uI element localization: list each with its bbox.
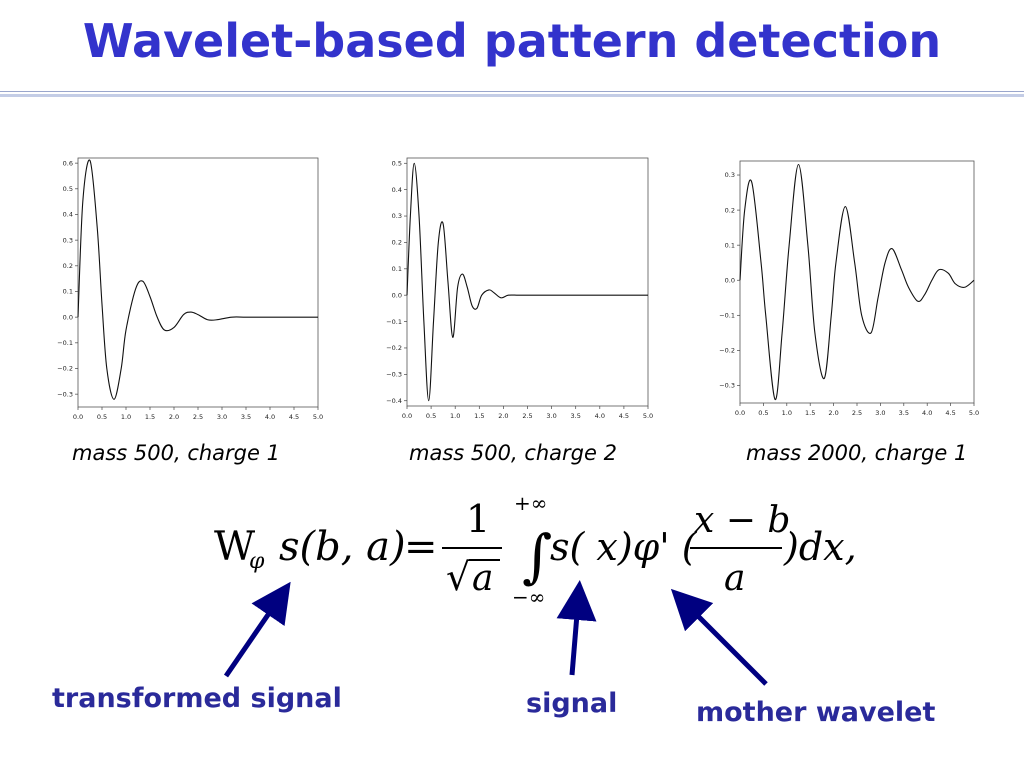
x-tick-label: 4.0: [922, 409, 932, 417]
x-tick-label: 1.0: [450, 412, 460, 420]
x-tick-label: 4.5: [619, 412, 629, 420]
signal-curve: [406, 162, 648, 402]
y-tick-label: −0.3: [386, 371, 402, 379]
y-tick-label: 0.3: [63, 236, 73, 244]
y-tick-label: 0.3: [725, 171, 735, 179]
title-divider: [0, 91, 1024, 92]
y-tick-label: 0.4: [392, 186, 402, 194]
formula-inner-denominator: a: [724, 558, 745, 599]
y-tick-label: 0.5: [392, 159, 402, 167]
plot-1-svg: 0.6 0.5 0.4 0.3 0.2 0.1 0.0 −0.1 −0.2 −0.3 0.0 0.5 1…: [57, 157, 323, 421]
x-tick-label: 0.5: [426, 412, 436, 420]
arrow-mother-wavelet: [670, 588, 768, 686]
y-tick-label: −0.1: [719, 312, 735, 320]
x-tick-label: 1.0: [121, 413, 131, 421]
x-tick-label: 4.5: [945, 409, 955, 417]
formula-lhs-subscript: φ: [249, 549, 265, 574]
x-tick-label: 2.5: [522, 412, 532, 420]
formula-frac-numerator: 1: [466, 497, 490, 541]
y-tick-label: 0.1: [725, 241, 735, 249]
label-signal: signal: [526, 688, 618, 719]
formula-equals: =: [404, 524, 438, 570]
plot-mass2000-charge1: 0.3 0.2 0.1 0.0 −0.1 −0.2 −0.3 0.0 0.5 1.0 1.5 2.0 2…: [705, 155, 995, 429]
x-tick-label: 0.0: [73, 413, 83, 421]
y-tick-label: 0.5: [63, 185, 73, 193]
plot-2-svg: 0.50.40.30.20.10.0−0.1−0.2−0.3−0.40.0 0.5…: [386, 157, 653, 420]
y-tick-label: 0.1: [392, 265, 402, 273]
x-tick-label: 5.0: [969, 409, 979, 417]
formula-lhs: W: [214, 524, 255, 570]
label-mother-wavelet: mother wavelet: [696, 697, 936, 728]
formula-int-lower: −∞: [512, 585, 545, 609]
plot-mass500-charge2: 0.5 0.4 0.3 0.2 0.1 0.0 −0.1 −0.2 −0.3 −0.4 0.0 0.5…: [370, 150, 660, 429]
x-tick-label: 3.0: [546, 412, 556, 420]
x-tick-label: 1.5: [145, 413, 155, 421]
plot-frame: [406, 157, 649, 407]
formula-int-upper: +∞: [514, 491, 547, 515]
title-divider-shadow: [0, 94, 1024, 97]
y-tick-label: −0.2: [386, 344, 402, 352]
x-tick-label: 4.0: [595, 412, 605, 420]
formula-inner-numerator: x − b: [694, 500, 790, 541]
x-tick-label: 2.5: [852, 409, 862, 417]
y-tick-label: 0.2: [392, 239, 402, 247]
signal-curve: [77, 159, 318, 400]
x-tick-label: 4.5: [289, 413, 299, 421]
y-tick-label: 0.0: [63, 313, 73, 321]
y-tick-label: 0.0: [392, 291, 402, 299]
x-tick-label: 0.0: [402, 412, 412, 420]
x-tick-label: 1.0: [782, 409, 792, 417]
y-tick-label: −0.3: [57, 390, 73, 398]
x-tick-label: 5.0: [643, 412, 653, 420]
x-tick-label: 5.0: [313, 413, 323, 421]
formula-frac-denominator: a: [472, 558, 493, 599]
y-tick-label: 0.6: [63, 159, 73, 167]
x-tick-label: 3.5: [571, 412, 581, 420]
y-tick-label: −0.2: [719, 347, 735, 355]
y-tick-label: 0.2: [725, 206, 735, 214]
label-transformed-signal: transformed signal: [52, 683, 342, 714]
y-tick-label: 0.0: [725, 276, 735, 284]
plot-mass500-charge1: 0.6 0.5 0.4 0.3 0.2 0.1 0.0 −0.1 −0.2 −0.3 0.0 0.5 1…: [50, 150, 340, 429]
y-tick-label: 0.4: [63, 211, 73, 219]
y-tick-label: −0.3: [719, 382, 735, 390]
x-tick-label: 0.5: [758, 409, 768, 417]
formula-integrand: s( x)φ' (: [550, 525, 698, 569]
y-tick-label: 0.1: [63, 288, 73, 296]
arrow-transformed-signal: [223, 581, 291, 678]
x-tick-label: 1.5: [805, 409, 815, 417]
x-tick-label: 2.5: [193, 413, 203, 421]
arrow-signal: [556, 580, 597, 676]
slide-title: Wavelet-based pattern detection: [82, 14, 942, 68]
x-tick-label: 3.5: [241, 413, 251, 421]
formula-sqrt-symbol: √: [446, 555, 471, 599]
x-tick-label: 3.5: [899, 409, 909, 417]
caption-plot-3: mass 2000, charge 1: [746, 441, 968, 465]
caption-plot-2: mass 500, charge 2: [409, 441, 617, 465]
y-tick-label: 0.2: [63, 262, 73, 270]
y-tick-label: 0.3: [392, 212, 402, 220]
x-tick-label: 2.0: [828, 409, 838, 417]
x-tick-label: 1.5: [474, 412, 484, 420]
x-tick-label: 2.0: [498, 412, 508, 420]
plot-frame: [77, 157, 319, 408]
x-tick-label: 0.5: [97, 413, 107, 421]
x-tick-label: 3.0: [217, 413, 227, 421]
plot-3-svg: 0.3 0.2 0.1 0.0 −0.1 −0.2 −0.3 0.0 0.5 1.0 1.5 2.0 2…: [719, 160, 979, 417]
formula-lhs-args: s(b, a): [279, 524, 406, 570]
formula-tail: )dx,: [783, 525, 857, 569]
signal-curve: [739, 163, 975, 401]
caption-plot-1: mass 500, charge 1: [72, 441, 280, 465]
y-tick-label: −0.2: [57, 365, 73, 373]
y-tick-label: −0.1: [57, 339, 73, 347]
y-tick-label: −0.4: [386, 397, 402, 405]
x-tick-label: 3.0: [875, 409, 885, 417]
y-tick-label: −0.1: [386, 318, 402, 326]
x-tick-label: 4.0: [265, 413, 275, 421]
x-tick-label: 2.0: [169, 413, 179, 421]
x-tick-label: 0.0: [735, 409, 745, 417]
formula-integral-sign: ∫: [522, 522, 552, 590]
